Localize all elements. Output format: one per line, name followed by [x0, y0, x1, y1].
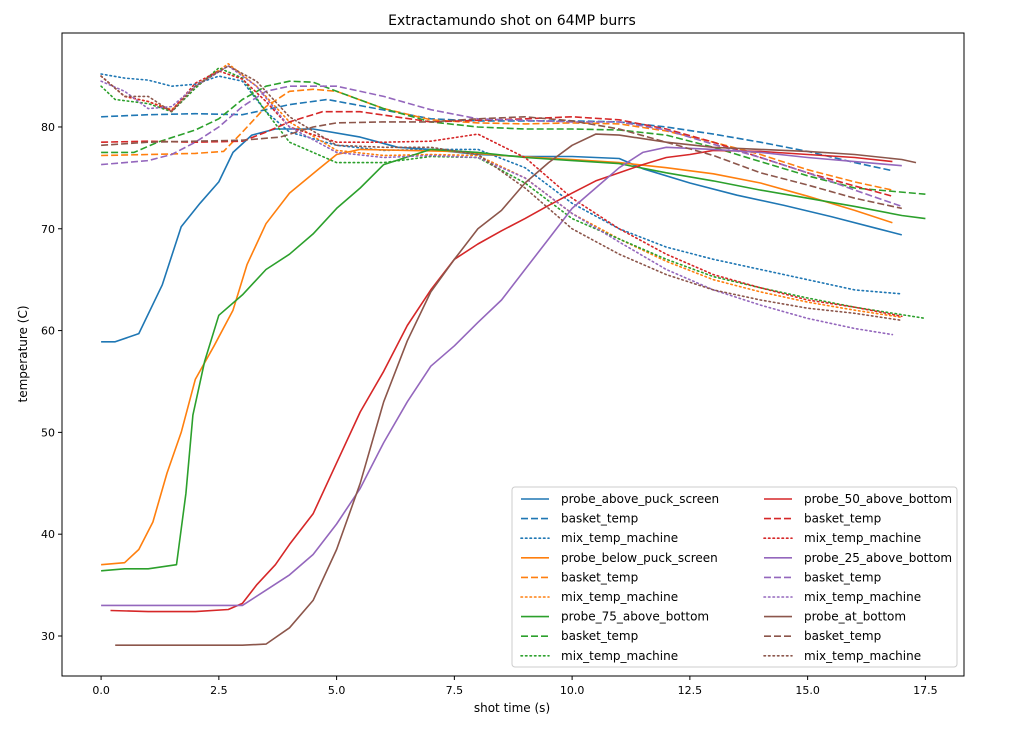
- legend-label: mix_temp_machine: [804, 649, 921, 663]
- plot-area: [100, 63, 927, 646]
- legend-label: probe_75_above_bottom: [561, 610, 709, 624]
- series-line-mix_temp_machine-dotted: [100, 65, 903, 322]
- series-line-mix_temp_machine-dotted: [100, 70, 903, 318]
- legend: probe_above_puck_screen basket_temp mix_te…: [511, 486, 958, 668]
- y-tick-label: 70: [41, 223, 55, 236]
- series-line-basket_temp-dashed: [101, 116, 902, 210]
- legend-label: probe_below_puck_screen: [561, 551, 718, 565]
- legend-label: probe_50_above_bottom: [804, 492, 952, 506]
- series-line-basket_temp-dashed: [101, 85, 903, 208]
- legend-label: mix_temp_machine: [804, 590, 921, 604]
- x-tick-label: 2.5: [210, 684, 228, 697]
- chart-title: Extractamundo shot on 64MP burrs: [388, 13, 636, 29]
- x-tick-label: 17.5: [913, 684, 938, 697]
- x-tick-label: 5.0: [328, 684, 346, 697]
- y-tick-label: 40: [41, 528, 55, 541]
- legend-label: basket_temp: [561, 512, 638, 526]
- series-line-probe_25_above_bottom-solid: [101, 146, 902, 607]
- x-tick-label: 7.5: [446, 684, 464, 697]
- legend-label: mix_temp_machine: [561, 649, 678, 663]
- legend-label: probe_above_puck_screen: [561, 492, 719, 506]
- legend-label: basket_temp: [561, 629, 638, 643]
- series-line-mix_temp_machine-dotted: [100, 65, 894, 336]
- x-tick-label: 12.5: [678, 684, 703, 697]
- y-tick-label: 80: [41, 121, 55, 134]
- y-tick-label: 60: [41, 325, 55, 338]
- legend-label: probe_at_bottom: [804, 610, 906, 624]
- axis-ticks: 0.0 2.5 5.0 7.5 10.0 12.5 15.0 17.5 30 40 50 60 70 80: [41, 121, 938, 697]
- legend-label: basket_temp: [804, 512, 881, 526]
- legend-label: basket_temp: [804, 570, 881, 584]
- series-line-probe_at_bottom-solid: [115, 133, 917, 646]
- legend-label: probe_25_above_bottom: [804, 551, 952, 565]
- axes-frame: [61, 32, 965, 677]
- x-tick-label: 15.0: [795, 684, 820, 697]
- legend-label: basket_temp: [804, 629, 881, 643]
- y-tick-label: 50: [41, 426, 55, 439]
- series-line-basket_temp-dashed: [101, 80, 926, 195]
- x-axis-label: shot time (s): [474, 701, 550, 715]
- series-line-probe_75_above_bottom-solid: [101, 148, 926, 572]
- y-axis-label: temperature (C): [16, 306, 30, 403]
- legend-label: mix_temp_machine: [561, 531, 678, 545]
- series-line-probe_below_puck_screen-solid: [101, 148, 893, 566]
- x-tick-label: 0.0: [92, 684, 110, 697]
- y-tick-label: 30: [41, 630, 55, 643]
- legend-label: mix_temp_machine: [561, 590, 678, 604]
- legend-label: basket_temp: [561, 570, 638, 584]
- x-tick-label: 10.0: [560, 684, 585, 697]
- legend-label: mix_temp_machine: [804, 531, 921, 545]
- legend-box: [511, 486, 958, 668]
- series-line-basket_temp-dashed: [101, 110, 893, 197]
- series-line-probe_50_above_bottom-solid: [110, 149, 893, 613]
